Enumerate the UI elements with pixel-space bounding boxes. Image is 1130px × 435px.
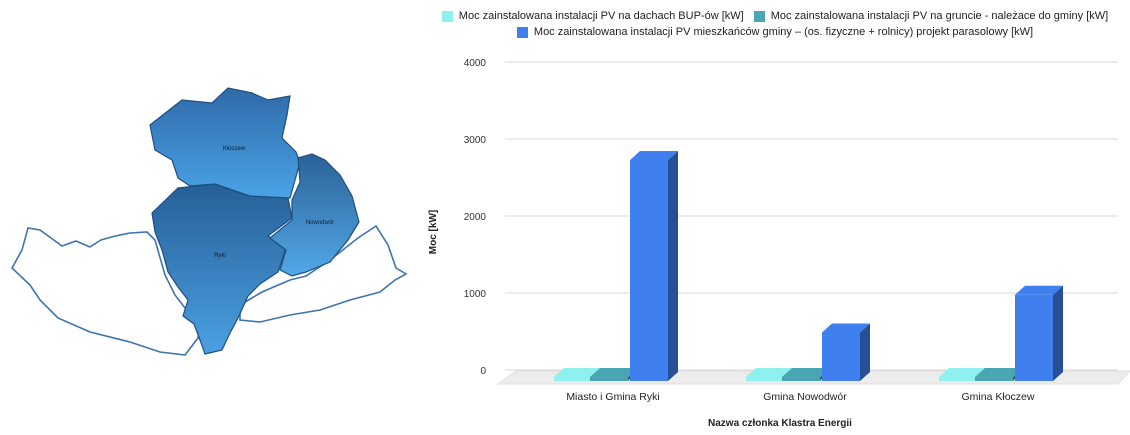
x-tick-label-0: Miasto i Gmina Ryki bbox=[566, 391, 659, 403]
region-nowodwor[interactable] bbox=[269, 153, 360, 277]
region-kloczew[interactable] bbox=[149, 87, 301, 199]
region-label-nowodwor: Nowodwór bbox=[306, 220, 334, 226]
legend-item-residents[interactable]: Moc zainstalowana instalacji PV mieszkań… bbox=[516, 26, 1034, 38]
labels-layer: 0 1000 2000 3000 4000 Miasto i Gmina Ryki Gmin… bbox=[464, 58, 1035, 403]
x-tick-label-1: Gmina Nowodwór bbox=[763, 391, 847, 403]
bar-2-2[interactable] bbox=[1015, 285, 1063, 381]
y-tick-label-2: 2000 bbox=[464, 212, 487, 223]
region-label-ryki: Ryki bbox=[214, 253, 226, 259]
legend-label-ground: Moc zainstalowana instalacji PV na grunc… bbox=[770, 10, 1109, 22]
bar-0-2[interactable] bbox=[630, 151, 678, 381]
legend-swatch-bup bbox=[441, 10, 453, 22]
y-tick-label-3: 3000 bbox=[464, 135, 487, 146]
chart-legend: Moc zainstalowana instalacji PV na dacha… bbox=[420, 10, 1130, 42]
y-tick-label-1: 1000 bbox=[464, 289, 487, 300]
y-tick-label-4: 4000 bbox=[464, 58, 487, 69]
x-axis-title: Nazwa członka Klastra Energii bbox=[708, 418, 852, 429]
map-panel: Kłoczew Nowodwór Ryki bbox=[0, 0, 420, 430]
bar-chart: 0 1000 2000 3000 4000 Miasto i Gmina Ryki Gmin… bbox=[428, 58, 1130, 429]
y-tick-label-0: 0 bbox=[480, 366, 486, 377]
legend-label-residents: Moc zainstalowana instalacji PV mieszkań… bbox=[533, 26, 1034, 38]
outline-region-west bbox=[10, 227, 201, 356]
legend-swatch-ground bbox=[753, 10, 765, 22]
legend-swatch-residents bbox=[516, 26, 528, 38]
bars-layer bbox=[554, 151, 1063, 381]
bar-1-2[interactable] bbox=[822, 323, 870, 381]
legend-item-bup[interactable]: Moc zainstalowana instalacji PV na dacha… bbox=[441, 10, 744, 22]
x-tick-label-2: Gmina Kłoczew bbox=[962, 391, 1035, 403]
municipality-map: Kłoczew Nowodwór Ryki bbox=[10, 87, 408, 356]
outline-region-east bbox=[239, 224, 408, 323]
legend-item-ground[interactable]: Moc zainstalowana instalacji PV na grunc… bbox=[753, 10, 1109, 22]
chart-panel: Moc zainstalowana instalacji PV na dacha… bbox=[420, 0, 1130, 430]
legend-label-bup: Moc zainstalowana instalacji PV na dacha… bbox=[458, 10, 744, 22]
region-label-kloczew: Kłoczew bbox=[223, 146, 246, 152]
y-axis-title: Moc [kW] bbox=[428, 210, 439, 254]
